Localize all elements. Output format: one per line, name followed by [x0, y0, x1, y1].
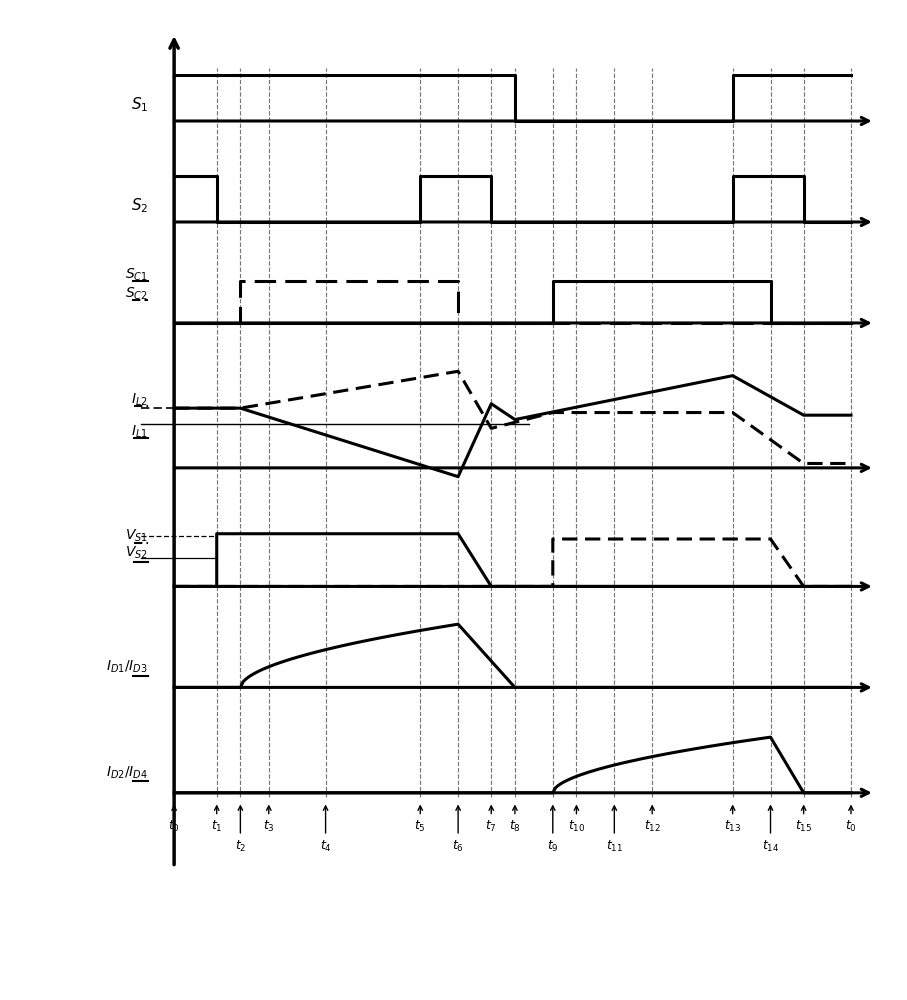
Text: $t_{14}$: $t_{14}$	[762, 838, 779, 854]
Text: $I_{D1}/I_{D3}$: $I_{D1}/I_{D3}$	[106, 659, 148, 675]
Text: $I_{L2}$: $I_{L2}$	[132, 392, 148, 408]
Text: $t_6$: $t_6$	[453, 838, 464, 854]
Text: $t_{12}$: $t_{12}$	[644, 819, 660, 834]
Text: $S_{C1}$: $S_{C1}$	[125, 266, 148, 283]
Text: $I_{L1}$: $I_{L1}$	[132, 424, 148, 440]
Text: $t_0$: $t_0$	[845, 819, 857, 834]
Text: $t_2$: $t_2$	[235, 838, 246, 854]
Text: $t_3$: $t_3$	[263, 819, 275, 834]
Text: $t_9$: $t_9$	[547, 838, 559, 854]
Text: $t_{10}$: $t_{10}$	[568, 819, 585, 834]
Text: $I_{D2}/I_{D4}$: $I_{D2}/I_{D4}$	[106, 764, 148, 781]
Text: $t_1$: $t_1$	[211, 819, 222, 834]
Text: $t_0$: $t_0$	[168, 819, 180, 834]
Text: $S_2$: $S_2$	[131, 197, 148, 215]
Text: $t_8$: $t_8$	[509, 819, 521, 834]
Text: $t_4$: $t_4$	[319, 838, 332, 854]
Text: $S_1$: $S_1$	[131, 96, 148, 114]
Text: $t_{13}$: $t_{13}$	[724, 819, 741, 834]
Text: $V_{S2}$: $V_{S2}$	[125, 545, 148, 561]
Text: $t_{11}$: $t_{11}$	[606, 838, 623, 854]
Text: $t_7$: $t_7$	[485, 819, 497, 834]
Text: $t_{15}$: $t_{15}$	[795, 819, 813, 834]
Text: $t_5$: $t_5$	[414, 819, 426, 834]
Text: $V_{S1}$: $V_{S1}$	[125, 527, 148, 544]
Text: $S_{C2}$: $S_{C2}$	[125, 286, 148, 302]
